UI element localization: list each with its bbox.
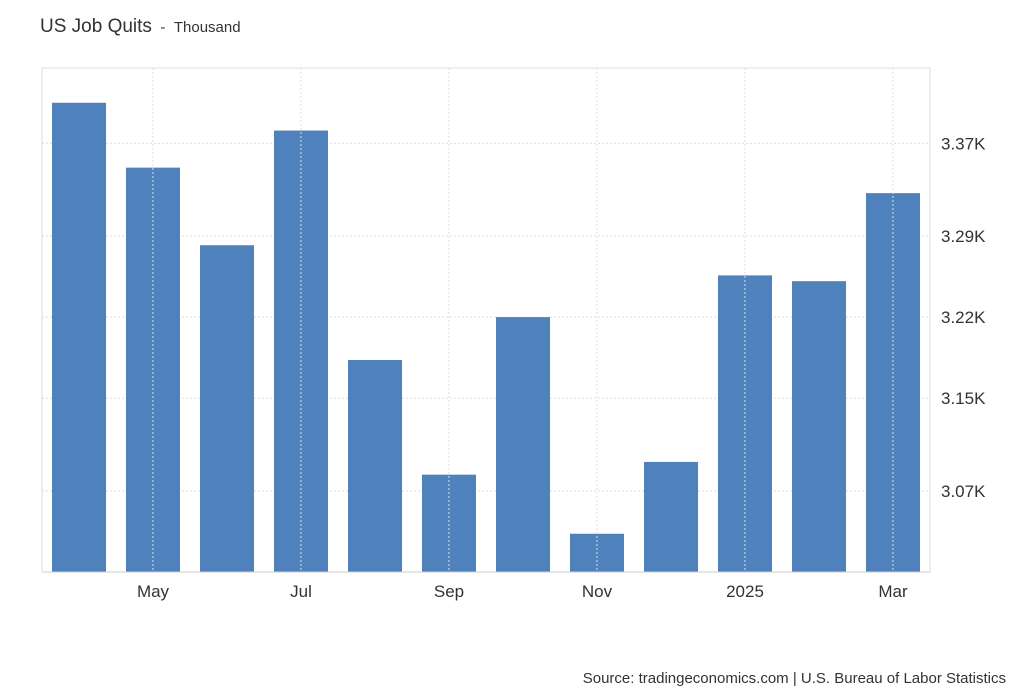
y-tick-label: 3.07K bbox=[941, 482, 986, 501]
y-tick-label: 3.37K bbox=[941, 134, 986, 153]
x-tick-label: May bbox=[137, 582, 170, 601]
bar bbox=[51, 102, 107, 573]
bar bbox=[717, 275, 773, 572]
x-tick-label: Sep bbox=[434, 582, 464, 601]
x-tick-label: 2025 bbox=[726, 582, 764, 601]
bar bbox=[421, 474, 477, 572]
x-tick-label: Mar bbox=[878, 582, 908, 601]
bar bbox=[495, 317, 551, 572]
bar bbox=[347, 359, 403, 572]
y-tick-label: 3.22K bbox=[941, 308, 986, 327]
y-tick-label: 3.29K bbox=[941, 227, 986, 246]
y-tick-label: 3.15K bbox=[941, 389, 986, 408]
bar bbox=[643, 461, 699, 572]
chart-title-main: US Job Quits bbox=[40, 16, 152, 37]
x-tick-label: Jul bbox=[290, 582, 312, 601]
bar bbox=[791, 281, 847, 572]
x-tick-label: Nov bbox=[582, 582, 613, 601]
chart-unit: Thousand bbox=[173, 19, 241, 36]
chart-title: US Job Quits - Thousand bbox=[40, 16, 241, 38]
bar bbox=[199, 245, 255, 572]
chart-title-separator: - bbox=[160, 19, 166, 36]
chart-source: Source: tradingeconomics.com | U.S. Bure… bbox=[582, 670, 1006, 687]
